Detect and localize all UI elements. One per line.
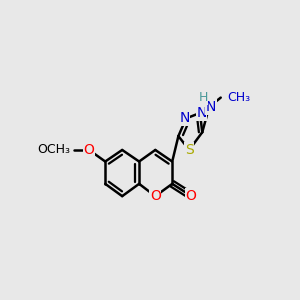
Text: N: N (179, 111, 190, 125)
Text: S: S (185, 143, 194, 157)
Text: OCH₃: OCH₃ (38, 143, 70, 157)
Text: CH₃: CH₃ (227, 91, 250, 104)
Text: N: N (196, 106, 207, 120)
Text: O: O (150, 189, 161, 203)
Text: H: H (198, 91, 208, 104)
Text: O: O (185, 189, 196, 203)
Text: O: O (84, 143, 94, 157)
Text: N: N (206, 100, 216, 114)
